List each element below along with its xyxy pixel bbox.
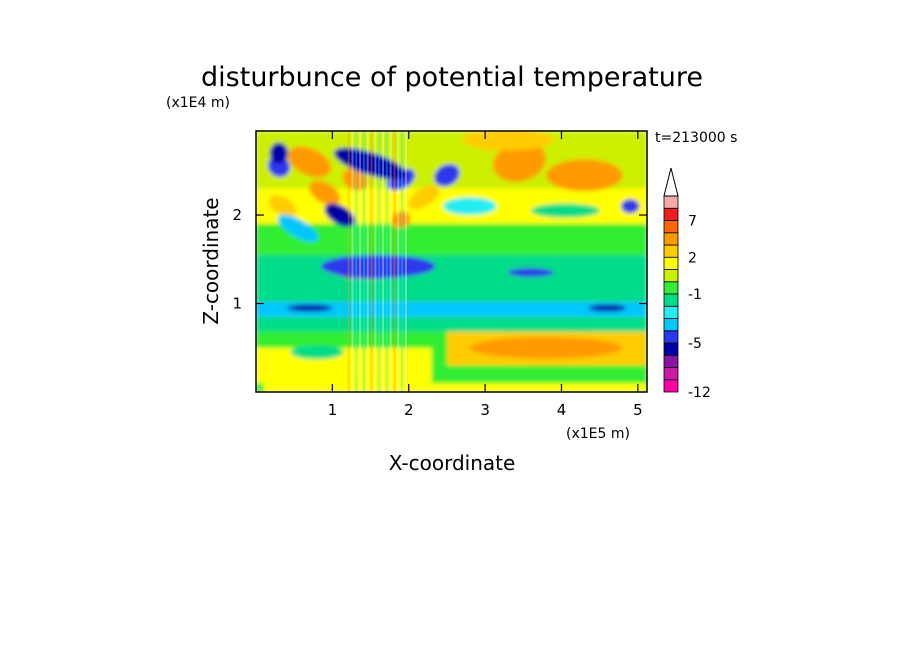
colorbar-swatch — [663, 232, 679, 246]
band-dark-blue — [256, 301, 647, 317]
upper-orange — [287, 146, 331, 178]
wave-streak-vertical — [385, 131, 388, 392]
upper-blue-jet — [334, 147, 408, 180]
wave-streak-vertical — [404, 131, 407, 392]
colorbar-swatch — [663, 220, 679, 234]
mid-blue-halo — [320, 254, 436, 278]
band-cyan — [256, 254, 647, 302]
wave-streak-vertical — [370, 131, 373, 392]
wave-streak — [408, 185, 440, 210]
plot-frame — [255, 130, 648, 393]
right-blue — [621, 199, 640, 214]
wave-streak-vertical — [366, 131, 369, 392]
y-tick-label: 2 — [232, 206, 242, 224]
colorbar-swatch — [663, 379, 679, 393]
y-axis-title: Z-coordinate — [199, 197, 223, 324]
field-layer — [256, 131, 647, 392]
wave-streak-vertical — [362, 131, 365, 392]
x-axis: 1 2 3 4 5 — [328, 131, 643, 419]
colorbar-label: 7 — [688, 214, 697, 230]
wave-streak — [268, 195, 297, 218]
colorbar-swatch — [663, 207, 679, 221]
upper-left-blue — [269, 142, 289, 164]
upper-right-orange — [546, 159, 623, 192]
colorbar-swatch — [663, 342, 679, 356]
wave-streak-vertical — [378, 131, 381, 392]
wave-streak-vertical — [347, 131, 350, 392]
wave-streak-vertical — [374, 131, 377, 392]
dashed-blue-left — [286, 304, 333, 312]
wave-streak — [277, 214, 319, 243]
mid-green-patch — [443, 197, 497, 216]
wave-streak — [309, 180, 341, 206]
wave-streak-vertical — [382, 131, 385, 392]
chart-title: disturbunce of potential temperature — [201, 62, 703, 93]
wave-streak-vertical — [359, 131, 362, 392]
contour-field — [256, 131, 647, 392]
x-tick-label: 5 — [633, 401, 643, 419]
dashed-blue-right — [588, 304, 627, 312]
mid-right-blue — [508, 268, 554, 277]
wave-streak-vertical — [401, 131, 404, 392]
colorbar-label: 2 — [688, 250, 697, 266]
wave-streak — [391, 211, 411, 228]
colorbar-swatch — [663, 330, 679, 344]
colorbar: -12-5-127 — [663, 167, 711, 401]
wave-streak — [434, 164, 460, 187]
colorbar-extend-arrow — [663, 167, 679, 197]
time-label: t=213000 s — [655, 130, 737, 146]
colorbar-swatch — [663, 293, 679, 307]
x-unit-label: (x1E5 m) — [566, 426, 630, 442]
colorbar-swatch — [663, 318, 679, 332]
x-tick-label: 3 — [480, 401, 490, 419]
x-tick-label: 2 — [404, 401, 414, 419]
colorbar-swatch — [663, 256, 679, 270]
wave-streak-vertical — [351, 131, 354, 392]
x-tick-label: 1 — [328, 401, 338, 419]
wave-streak-vertical — [393, 131, 396, 392]
low-green — [290, 345, 344, 360]
wave-streak — [342, 168, 368, 191]
band-cyan-low — [256, 316, 647, 332]
x-axis-title: X-coordinate — [389, 451, 516, 475]
wave-streak — [324, 203, 356, 227]
y-axis: 12 — [232, 206, 647, 313]
colorbar-swatch — [663, 244, 679, 258]
y-tick-label: 1 — [232, 295, 242, 313]
wave-streak-vertical — [389, 131, 392, 392]
red-halo — [493, 141, 546, 182]
colorbar-label: -1 — [688, 287, 702, 303]
colorbar-swatch — [663, 305, 679, 319]
colorbar-swatch — [663, 367, 679, 381]
lower-orange-core — [469, 337, 623, 359]
cyan-patch — [530, 203, 600, 218]
colorbar-swatch — [663, 281, 679, 295]
bottom-strip — [263, 383, 646, 392]
wave-streak-vertical — [397, 131, 400, 392]
wave-streak-vertical — [355, 131, 358, 392]
x-tick-label: 4 — [557, 401, 567, 419]
colorbar-swatch — [663, 195, 679, 209]
lower-left-yellow — [256, 347, 432, 384]
colorbar-label: -5 — [688, 336, 702, 352]
colorbar-label: -12 — [688, 385, 711, 401]
colorbar-swatch — [663, 269, 679, 283]
colorbar-swatch — [663, 354, 679, 368]
y-unit-label: (x1E4 m) — [166, 95, 230, 111]
top-yellow — [462, 131, 554, 151]
band-green — [256, 223, 647, 255]
